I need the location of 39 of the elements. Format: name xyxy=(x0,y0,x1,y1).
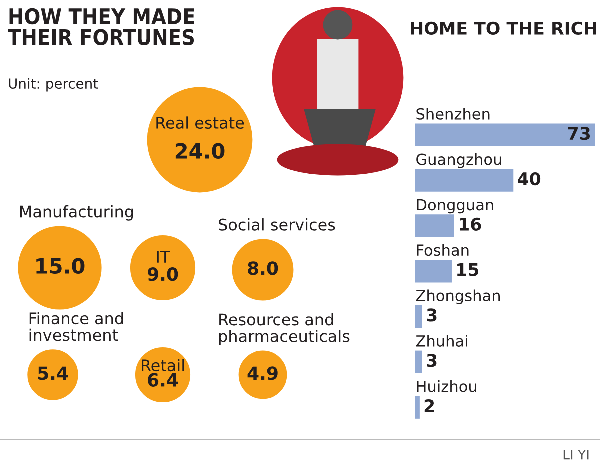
data-label: 16 xyxy=(460,218,482,231)
y-tick-label: Huizhou xyxy=(417,380,476,392)
bar xyxy=(415,124,595,146)
text: HOW THEY MADE THEIR FORTUNES xyxy=(8,8,194,46)
y-tick-label: Dongguan xyxy=(417,199,494,214)
data-label: 9.0 xyxy=(148,268,178,282)
data-label: 15 xyxy=(458,263,479,276)
data-label: 40 xyxy=(518,172,541,186)
y-tick-label: Zhongshan xyxy=(416,290,500,304)
bar xyxy=(415,305,422,328)
data-label: 2 xyxy=(424,399,434,412)
bar xyxy=(415,214,454,238)
data-label: 4.9 xyxy=(248,366,278,380)
category-label: Resources and pharmaceuticals xyxy=(219,313,350,346)
category-label: Social services xyxy=(219,218,336,231)
text: LI YI xyxy=(564,450,589,460)
bar xyxy=(415,350,422,374)
category-label: Real estate xyxy=(156,116,244,130)
bar xyxy=(415,169,514,192)
data-label: 24.0 xyxy=(176,143,225,160)
text: Unit: percent xyxy=(9,78,98,92)
category-label: IT xyxy=(157,251,170,263)
y-tick-label: Zhuhai xyxy=(416,335,468,347)
data-label: 15.0 xyxy=(36,258,85,274)
chart-title: HOME TO THE RICH xyxy=(411,22,596,36)
data-label: 6.4 xyxy=(148,373,178,387)
category-label: Finance and investment xyxy=(30,312,124,342)
y-tick-label: Guangzhou xyxy=(416,153,502,168)
bar xyxy=(415,260,452,283)
bar xyxy=(415,396,420,419)
category-label: Manufacturing xyxy=(20,205,134,221)
data-label: 3 xyxy=(427,308,437,322)
y-tick-label: Foshan xyxy=(417,244,469,256)
data-label: 8.0 xyxy=(248,262,278,276)
category-label: Retail xyxy=(142,359,184,372)
data-label: 3 xyxy=(427,354,437,368)
y-tick-label: Shenzhen xyxy=(416,108,490,120)
data-label: 73 xyxy=(568,127,590,140)
data-label: 5.4 xyxy=(38,366,68,380)
